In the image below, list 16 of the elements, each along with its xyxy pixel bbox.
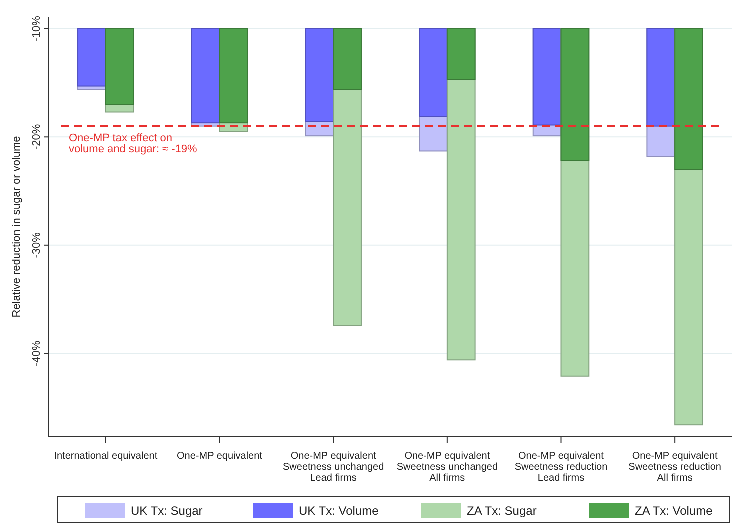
y-tick-label: -40% bbox=[31, 340, 43, 366]
legend-label: UK Tx: Sugar bbox=[131, 504, 203, 518]
legend-label: UK Tx: Volume bbox=[299, 504, 380, 518]
x-tick-label: One-MP equivalent Sweetness reduction All firms bbox=[628, 451, 722, 484]
x-tick-label: One-MP equivalent Sweetness reduction Lead firms bbox=[514, 451, 608, 484]
y-axis-title: Relative reduction in sugar or volume bbox=[11, 136, 23, 318]
x-tick-label: International equivalent bbox=[54, 451, 158, 462]
x-tick-label: One-MP equivalent Sweetness unchanged All firms bbox=[396, 451, 498, 484]
legend-label: ZA Tx: Volume bbox=[635, 504, 714, 518]
x-tick-label: One-MP equivalent Sweetness unchanged Lead firms bbox=[282, 451, 384, 484]
legend-label: ZA Tx: Sugar bbox=[467, 504, 537, 518]
y-tick-label: -10% bbox=[31, 16, 43, 42]
ref-line-label: One-MP tax effect on volume and sugar: ≈ -19% bbox=[69, 132, 198, 156]
x-tick-label: One-MP equivalent bbox=[177, 451, 263, 462]
y-tick-label: -20% bbox=[31, 124, 43, 150]
y-tick-label: -30% bbox=[31, 232, 43, 258]
